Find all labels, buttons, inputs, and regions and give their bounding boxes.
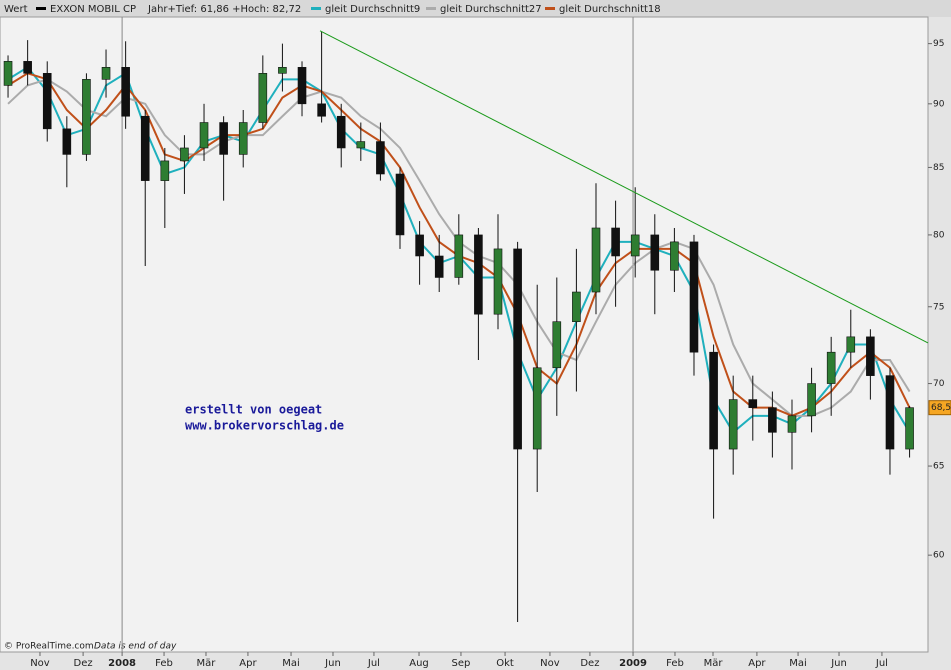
y-tick-label: 95: [933, 39, 944, 49]
candle-body: [885, 375, 895, 450]
candle-body: [376, 141, 385, 175]
x-tick-label: Aug: [409, 658, 429, 669]
candle-body: [826, 351, 836, 384]
candle-body: [219, 122, 228, 155]
candle-body: [258, 73, 268, 123]
candle-body: [180, 147, 189, 162]
candle-body: [709, 351, 718, 450]
y-tick-label: 70: [933, 379, 945, 389]
candle-body: [199, 122, 209, 149]
candle-body: [121, 67, 130, 117]
legend-label: gleit Durchschnitt18: [559, 4, 661, 15]
candle-body: [866, 336, 875, 376]
plot-area: [0, 16, 929, 653]
candle-body: [474, 234, 483, 315]
candle-body: [650, 234, 660, 271]
x-tick-label: Jun: [324, 658, 341, 669]
x-tick-label: Jun: [830, 658, 847, 669]
x-tick-label: Feb: [666, 658, 684, 669]
annotation: www.brokervorschlag.de: [185, 419, 344, 433]
x-tick-label: Feb: [155, 658, 173, 669]
candle-body: [82, 79, 91, 155]
candle-body: [160, 160, 170, 181]
candle-body: [101, 67, 111, 80]
x-tick-label: Sep: [452, 658, 471, 669]
legend-label: gleit Durchschnitt9: [325, 4, 420, 15]
legend-bar: [0, 0, 951, 17]
candle-body: [493, 248, 503, 315]
candle-body: [846, 336, 856, 353]
candle-body: [42, 73, 52, 130]
x-tick-label: Okt: [496, 658, 514, 669]
candle-body: [807, 383, 816, 417]
x-tick-label: Nov: [30, 658, 50, 669]
legend-swatch: [426, 7, 436, 10]
candle-body: [434, 255, 444, 278]
x-tick-label: Mär: [704, 658, 724, 669]
candle-body: [278, 67, 287, 74]
note: Data is end of day: [94, 642, 177, 652]
legend-label: EXXON MOBIL CP: [50, 4, 136, 15]
candle-body: [591, 227, 601, 293]
candle-body: [552, 321, 562, 369]
x-tick-label: Mär: [197, 658, 217, 669]
y-tick-label: 65: [933, 462, 944, 472]
candle-body: [532, 367, 542, 450]
y-tick-label: 75: [933, 302, 944, 312]
legend-swatch: [36, 7, 46, 10]
candle-body: [454, 234, 464, 278]
candle-body: [317, 103, 326, 117]
x-tick-label: Dez: [74, 658, 93, 669]
y-tick-label: 90: [933, 99, 945, 109]
candle-body: [611, 227, 620, 257]
candle-body: [768, 407, 777, 433]
trend-line: [319, 30, 929, 344]
candle-body: [689, 241, 699, 353]
last-price-box: [928, 400, 951, 416]
y-tick-label: 80: [933, 230, 945, 240]
x-tick-label: Dez: [580, 658, 599, 669]
candle-body: [630, 234, 640, 257]
x-tick-label: Jul: [367, 658, 380, 669]
x-tick-label: Apr: [239, 658, 257, 669]
candle-body: [748, 399, 758, 408]
annotation: erstellt von oegeat: [185, 403, 322, 417]
candle-body: [395, 173, 405, 236]
legend-info: Jahr+Tief: 61,86 +Hoch: 82,72: [147, 4, 301, 15]
x-tick-label: Mai: [282, 658, 300, 669]
x-tick-label: 2008: [108, 658, 136, 669]
source: © ProRealTime.com: [4, 642, 94, 652]
candle-body: [415, 234, 424, 257]
last-price-label: 68,5: [931, 403, 951, 413]
x-tick-label: Jul: [875, 658, 888, 669]
candle-body: [23, 61, 32, 74]
y-tick-label: 60: [933, 551, 945, 561]
candle-body: [572, 291, 581, 323]
candle-body: [3, 61, 13, 86]
x-tick-label: Mai: [789, 658, 807, 669]
candle-body: [670, 241, 679, 271]
candle-body: [297, 67, 307, 105]
legend-label: gleit Durchschnitt27: [440, 4, 542, 15]
candle-body: [513, 248, 522, 450]
legend-title: Wert: [4, 4, 28, 15]
candle-body: [356, 141, 366, 149]
legend-swatch: [545, 7, 555, 10]
candle-body: [728, 399, 738, 450]
x-tick-label: Nov: [540, 658, 560, 669]
candle-body: [62, 128, 72, 155]
x-tick-label: 2009: [619, 658, 647, 669]
candle-body: [336, 115, 346, 149]
candle-body: [140, 115, 150, 181]
y-tick-label: 85: [933, 163, 944, 173]
legend-swatch: [311, 7, 321, 10]
candle-body: [787, 415, 797, 433]
candle-body: [905, 407, 914, 450]
x-tick-label: Apr: [748, 658, 766, 669]
candle-body: [238, 122, 248, 155]
